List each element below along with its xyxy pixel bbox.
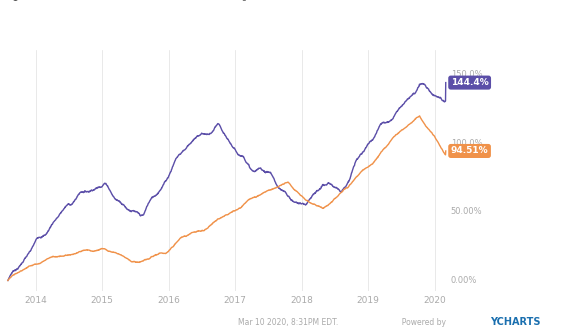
Text: 0.00%: 0.00% [451,276,477,285]
Text: 50.00%: 50.00% [451,207,483,216]
Text: 100.0%: 100.0% [451,139,483,148]
Text: 94.51%: 94.51% [451,146,488,155]
Legend: Physicians Realty Trust Total Return Price % Change, SPDR® S&P 500 ETF Trust Tot: Physicians Realty Trust Total Return Pri… [10,0,255,4]
Text: Powered by: Powered by [397,318,446,327]
Text: YCHARTS: YCHARTS [490,317,541,327]
Text: 144.4%: 144.4% [451,78,489,87]
Text: Mar 10 2020, 8:31PM EDT.: Mar 10 2020, 8:31PM EDT. [238,318,338,327]
Text: 150.0%: 150.0% [451,70,483,79]
